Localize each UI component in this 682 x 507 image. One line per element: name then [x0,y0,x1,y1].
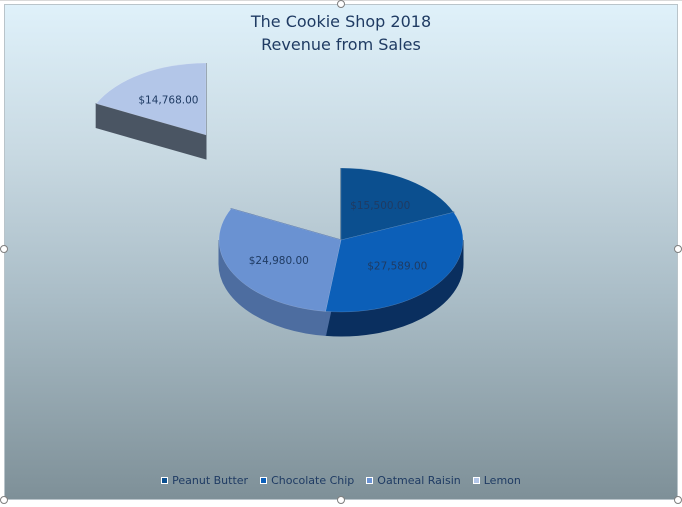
pie-slice-lemon[interactable] [95,62,207,136]
pie-slice-chocolate-chip[interactable] [325,212,464,313]
legend-label: Peanut Butter [172,474,249,487]
resize-handle-left[interactable] [0,245,8,253]
resize-handle-bottom[interactable] [337,496,345,504]
legend-item-chocolate-chip[interactable]: Chocolate Chip [260,474,354,487]
legend-swatch [472,477,480,484]
data-label-oatmeal-raisin: $24,980.00 [249,255,309,267]
legend-label: Oatmeal Raisin [377,474,461,487]
legend-item-peanut-butter[interactable]: Peanut Butter [161,474,248,487]
legend-item-oatmeal-raisin[interactable]: Oatmeal Raisin [366,474,461,487]
chart-subtitle: Revenue from Sales [261,35,421,54]
legend-label: Chocolate Chip [271,474,355,487]
pie-slice-peanut-butter[interactable] [340,167,455,241]
legend-item-lemon[interactable]: Lemon [472,474,521,487]
resize-handle-top[interactable] [337,0,345,8]
resize-handle-bottom-left[interactable] [0,496,8,504]
legend-label: Lemon [483,474,521,487]
data-label-lemon: $14,768.00 [138,95,198,107]
pie-slice-oatmeal-raisin[interactable] [218,208,342,312]
data-label-chocolate-chip: $27,589.00 [367,260,427,272]
legend-swatch [366,477,374,484]
legend-swatch [161,477,169,484]
chart-title: The Cookie Shop 2018 [250,12,432,31]
legend-swatch [260,477,268,484]
chart-title-block[interactable]: The Cookie Shop 2018 Revenue from Sales [0,10,682,56]
data-label-peanut-butter: $15,500.00 [350,200,410,212]
chart-legend[interactable]: Peanut Butter Chocolate Chip Oatmeal Raisi… [0,474,682,487]
